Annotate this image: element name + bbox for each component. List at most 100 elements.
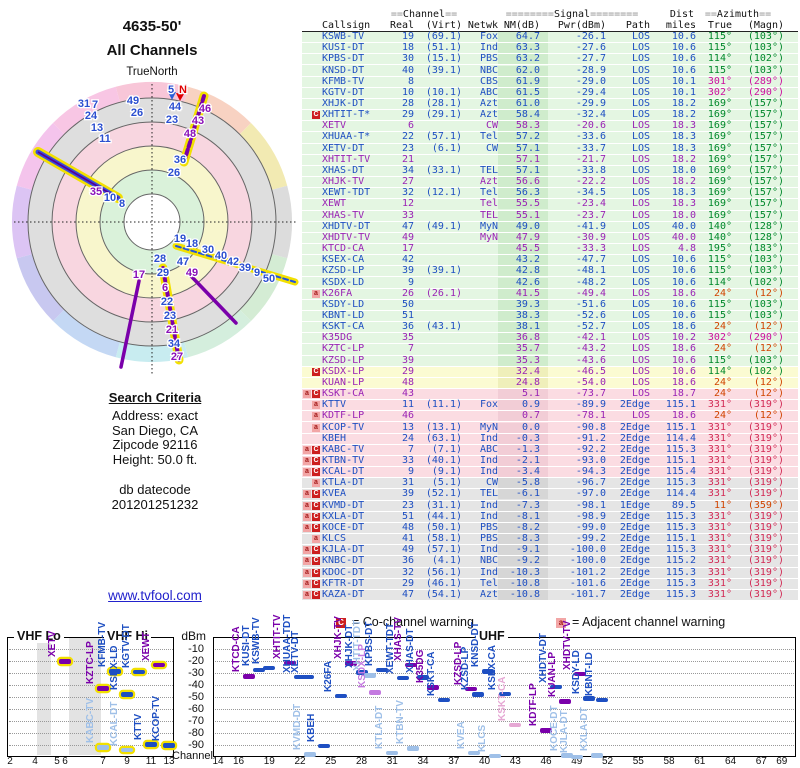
radar-channel-label: 50 <box>263 273 275 285</box>
station-label: KBEH <box>305 713 317 742</box>
table-group-header: ==Channel== ========Signal======== Dist … <box>302 9 798 20</box>
path-cell: LOS <box>631 365 650 377</box>
true-azimuth-cell: 115° <box>707 254 732 266</box>
tvfool-link[interactable]: www.tvfool.com <box>108 588 202 603</box>
path-cell: LOS <box>631 53 650 65</box>
station-label: KVEA <box>456 721 468 749</box>
cochannel-warning-icon: C <box>312 590 320 599</box>
magnetic-azimuth-cell: (157°) <box>747 209 784 221</box>
miles-cell: 18.6 <box>671 321 696 333</box>
real-channel-cell: 35 <box>401 332 414 344</box>
station-label: KCOP-TV <box>151 696 162 742</box>
dbm-gridline <box>215 697 794 698</box>
real-channel-cell: 21 <box>401 153 414 165</box>
dbm-tick-label: -90 <box>188 739 204 751</box>
path-cell: LOS <box>631 388 650 400</box>
real-channel-cell: 23 <box>401 499 414 511</box>
power-cell: -90.8 <box>575 421 606 433</box>
nm-cell: 58.4 <box>498 110 548 121</box>
network-cell: ABC <box>479 443 498 455</box>
adjacent-warning-icon: a <box>303 490 311 499</box>
miles-cell: 18.2 <box>671 176 696 188</box>
table-row: C XHTIT-T* 29 (29.1) Azt 58.4 -32.4 LOS 18.2 169°… <box>302 109 798 122</box>
vhf-gap-band <box>69 638 101 755</box>
channel-tick-label: 7 <box>100 756 106 767</box>
virtual-channel-cell: (63.1) <box>425 432 462 444</box>
dbm-tick-label: -60 <box>188 703 204 715</box>
station-bar <box>596 697 609 703</box>
true-azimuth-cell: 169° <box>707 187 732 199</box>
magnetic-azimuth-cell: (103°) <box>747 354 784 366</box>
power-cell: -48.1 <box>575 265 606 277</box>
true-azimuth-cell: 169° <box>707 98 732 110</box>
miles-cell: 114.4 <box>665 488 696 500</box>
station-bar <box>253 667 265 673</box>
power-cell: -34.5 <box>575 187 606 199</box>
table-row: a C KXLA-DT 51 (44.1) Ind -8.1 -98.9 2Edge 115.3 3… <box>302 510 798 523</box>
power-cell: -47.7 <box>575 254 606 266</box>
radar-channel-label: 39 <box>239 262 251 274</box>
power-cell: -22.2 <box>575 176 606 188</box>
miles-cell: 114.4 <box>665 432 696 444</box>
magnetic-azimuth-cell: (12°) <box>753 376 784 388</box>
station-bar <box>406 746 419 751</box>
channel-tick-label: 25 <box>325 756 337 767</box>
path-cell: LOS <box>631 309 650 321</box>
miles-cell: 18.3 <box>671 187 696 199</box>
virtual-channel-cell: (29.1) <box>425 109 462 121</box>
true-azimuth-cell: 301° <box>707 75 732 87</box>
magnetic-azimuth-cell: (319°) <box>747 488 784 500</box>
virtual-channel-cell: (43.1) <box>425 321 462 333</box>
cochannel-warning-icon: C <box>312 445 320 454</box>
magnetic-azimuth-cell: (128°) <box>747 220 784 232</box>
true-azimuth-cell: 169° <box>707 142 732 154</box>
azimuth-group-header: ==Azimuth== <box>704 9 772 20</box>
radar-channel-label: 24 <box>85 110 98 122</box>
magnetic-azimuth-cell: (319°) <box>747 443 784 455</box>
real-channel-cell: 51 <box>401 309 414 321</box>
real-channel-cell: 29 <box>401 365 414 377</box>
table-row: a C KAZA-DT 47 (54.1) Azt -10.8 -101.7 2Edge 115.… <box>302 588 798 601</box>
power-cell: -98.9 <box>575 510 606 522</box>
table-row: KUSI-DT 18 (51.1) Ind 63.3 -27.6 LOS 10.6 115° (1… <box>302 43 798 55</box>
network-cell: Fox <box>479 399 498 411</box>
station-bar <box>133 669 145 675</box>
true-azimuth-cell: 331° <box>707 521 732 533</box>
callsign-cell: KCOP-TV <box>322 421 365 433</box>
cochannel-warning-icon: C <box>312 546 320 555</box>
radar-channel-label: 28 <box>154 253 166 265</box>
path-cell: LOS <box>631 231 650 243</box>
channel-axis-label: Channel <box>172 750 213 762</box>
nm-cell: -8.3 <box>498 534 548 545</box>
adjacent-warning-icon: a <box>303 501 311 510</box>
miles-cell: 115.3 <box>665 588 696 600</box>
adjacent-warning-icon: a <box>303 546 311 555</box>
channel-tick-label: 61 <box>694 756 706 767</box>
real-channel-cell: 27 <box>401 176 414 188</box>
real-channel-cell: 42 <box>401 254 414 266</box>
network-cell: Ind <box>479 510 498 522</box>
station-bar <box>59 659 71 664</box>
db-datecode-value: 201201251232 <box>111 496 199 512</box>
station-label: KDTF-LP <box>528 683 539 727</box>
adjacent-warning-icon: a <box>303 523 311 532</box>
callsign-cell: KNBC-DT <box>322 555 365 567</box>
callsign-cell: KTBN-TV <box>322 455 365 467</box>
nm-cell: 56.6 <box>498 177 548 188</box>
station-label: K26FA <box>323 660 334 692</box>
power-cell: -98.1 <box>575 499 606 511</box>
table-row: XETV 6 CW 58.3 -20.6 LOS 18.3 169° (157°) <box>302 120 798 133</box>
nm-cell: 63.3 <box>498 43 548 54</box>
dbm-axis-label: dBm <box>181 629 206 643</box>
real-channel-cell: 7 <box>407 443 414 455</box>
station-bar <box>145 742 157 747</box>
magnetic-azimuth-cell: (102°) <box>747 276 784 288</box>
power-cell: -29.0 <box>575 75 606 87</box>
dbm-tick-label: -70 <box>188 715 204 727</box>
power-cell: -20.6 <box>575 120 606 132</box>
station-label: KSKT-CA <box>425 651 437 696</box>
vhf-lo-label: VHF Lo <box>14 629 64 643</box>
virtual-channel-cell: (13.1) <box>425 421 462 433</box>
station-bar <box>121 747 133 753</box>
